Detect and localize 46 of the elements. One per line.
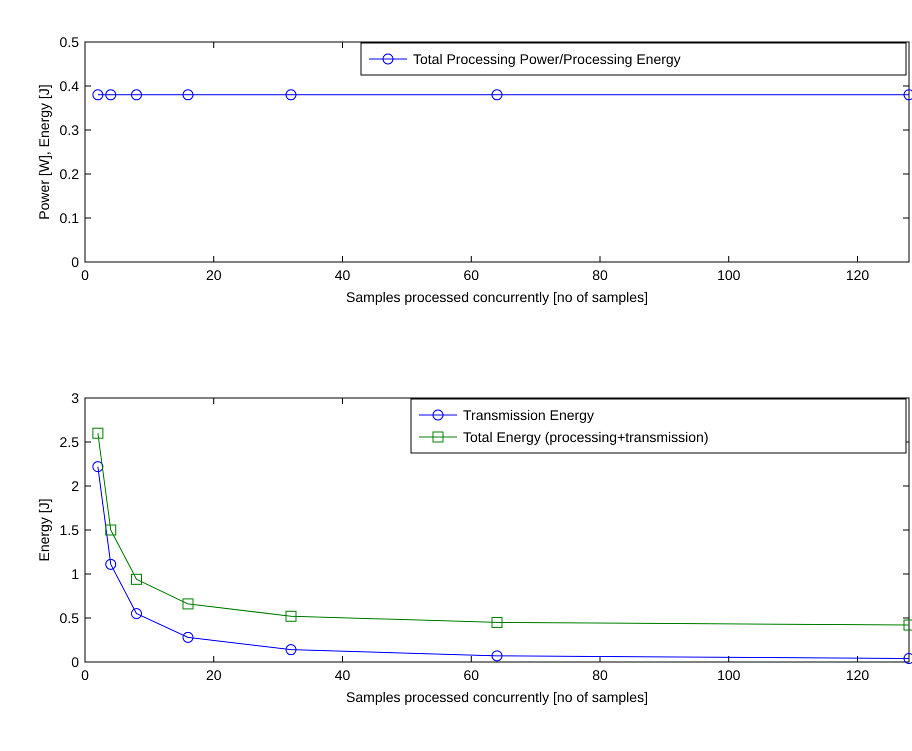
- point: [105, 558, 116, 570]
- y-tick-label: 0.2: [60, 166, 80, 182]
- y-tick-label: 0: [71, 254, 80, 270]
- point: [92, 428, 104, 439]
- y-tick-label: 0.3: [60, 122, 80, 138]
- y-tick-label: 0: [71, 654, 80, 670]
- point: [286, 610, 296, 622]
- y-tick-label: 0.4: [60, 78, 80, 94]
- y-axis-title: Energy [J]: [36, 498, 52, 562]
- x-tick-label: 80: [592, 667, 608, 683]
- legend-label: Transmission Energy: [463, 407, 594, 423]
- x-axis-title: Samples processed concurrently [no of samples]: [346, 689, 648, 705]
- point: [92, 461, 104, 472]
- x-tick-label: 120: [846, 667, 870, 683]
- point: [182, 598, 194, 610]
- x-tick-label: 0: [81, 667, 90, 683]
- y-tick-label: 1.5: [60, 522, 80, 538]
- x-tick-label: 20: [206, 267, 222, 283]
- legend-label: Total Energy (processing+transmission): [463, 429, 708, 445]
- x-tick-label: 20: [206, 667, 222, 683]
- point: [182, 632, 194, 643]
- x-tick-label: 0: [81, 267, 90, 283]
- y-tick-label: 2.5: [60, 434, 80, 450]
- legend-label: Total Processing Power/Processing Energy: [413, 51, 681, 67]
- y-tick-label: 0.5: [60, 610, 80, 626]
- y-tick-label: 3: [71, 390, 80, 406]
- x-tick-label: 60: [463, 267, 480, 283]
- point: [286, 644, 296, 656]
- y-tick-label: 2: [71, 478, 80, 494]
- x-tick-label: 80: [592, 267, 608, 283]
- point: [492, 650, 502, 662]
- x-tick-label: 100: [717, 267, 741, 283]
- x-axis-title: Samples processed concurrently [no of samples]: [346, 289, 648, 305]
- x-tick-label: 40: [334, 667, 350, 683]
- point: [492, 616, 502, 628]
- y-tick-label: 1: [71, 566, 80, 582]
- point: [105, 524, 116, 536]
- x-tick-label: 40: [334, 267, 350, 283]
- x-tick-label: 120: [846, 267, 870, 283]
- point: [131, 608, 142, 620]
- point: [131, 574, 142, 585]
- y-tick-label: 0.5: [60, 34, 80, 50]
- y-axis-title: Power [W], Energy [J]: [36, 84, 52, 220]
- y-tick-label: 0.1: [60, 210, 80, 226]
- x-tick-label: 60: [463, 667, 480, 683]
- x-tick-label: 100: [717, 667, 741, 683]
